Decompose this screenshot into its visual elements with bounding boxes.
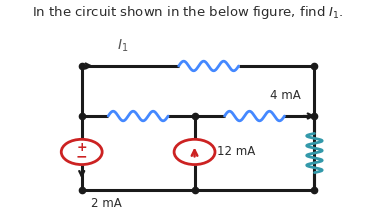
Circle shape bbox=[61, 139, 102, 164]
Text: $I_1$: $I_1$ bbox=[117, 38, 128, 54]
Text: 4 mA: 4 mA bbox=[270, 89, 301, 102]
Circle shape bbox=[174, 139, 215, 164]
Text: −: − bbox=[76, 150, 87, 164]
Text: In the circuit shown in the below figure, find $I_1$.: In the circuit shown in the below figure… bbox=[32, 4, 343, 21]
Text: 12 mA: 12 mA bbox=[217, 145, 256, 158]
Text: +: + bbox=[76, 141, 87, 154]
Text: 2 mA: 2 mA bbox=[90, 197, 121, 210]
